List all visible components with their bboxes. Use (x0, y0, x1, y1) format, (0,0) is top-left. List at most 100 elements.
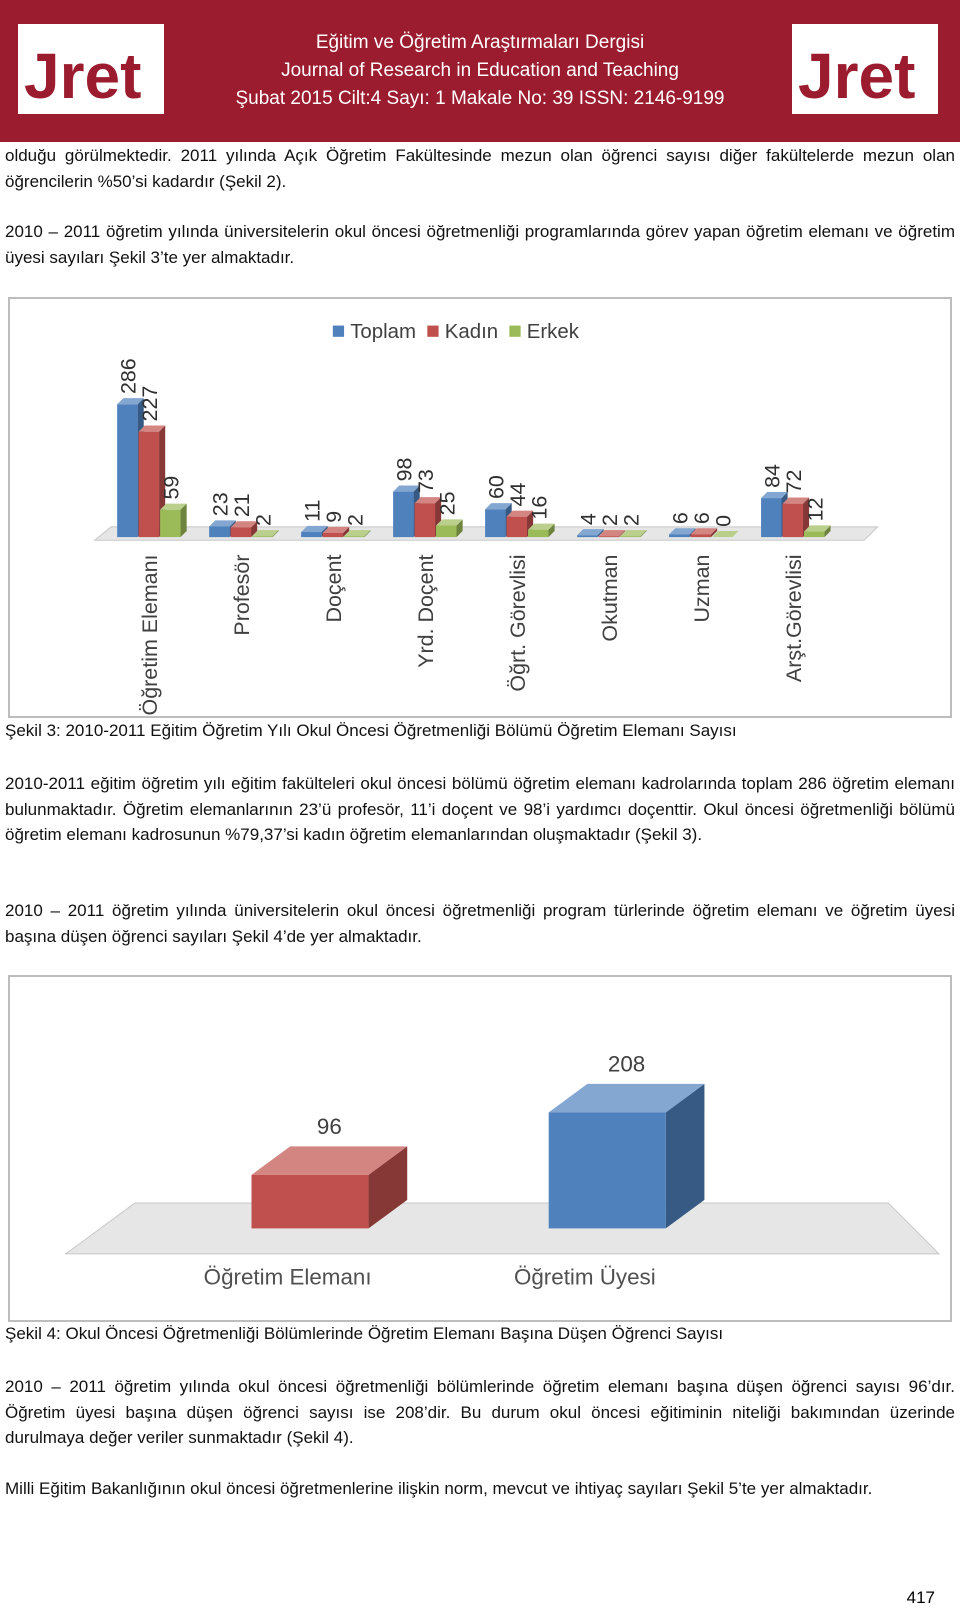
bar-side (802, 497, 810, 538)
bar-front (230, 527, 252, 538)
logo-text: Jret (24, 40, 141, 112)
journal-title-en: Journal of Research in Education and Tea… (281, 60, 679, 81)
bar-front (690, 534, 711, 538)
bar-front (803, 531, 825, 538)
bar-front (436, 525, 457, 538)
legend-swatch (509, 325, 521, 337)
legend-label: Kadın (445, 320, 498, 343)
bar-front (669, 534, 690, 538)
bar-top (598, 530, 626, 537)
bar-side (180, 503, 187, 538)
bar-front (414, 503, 436, 538)
bar-side (368, 1146, 408, 1229)
bar-front (548, 1112, 666, 1229)
bar-top (414, 497, 442, 504)
bar-side (640, 530, 647, 538)
category-label: Uzman (690, 555, 714, 623)
value-label: 44 (506, 483, 530, 507)
value-label: 11 (301, 500, 325, 522)
journal-title: Eğitim ve Öğretim Araştırmaları Dergisi (315, 32, 645, 53)
value-label: 12 (803, 497, 827, 521)
bar-top (344, 530, 371, 537)
bar-top (251, 1146, 408, 1175)
value-label: 84 (760, 464, 784, 488)
value-label: 59 (159, 476, 183, 500)
bar-side (251, 521, 258, 538)
header: Jret Jret Eğitim ve Öğretim Araştırmalar… (0, 0, 960, 142)
logo: Jret (792, 24, 938, 114)
bar-top (301, 525, 328, 533)
value-label: 2 (598, 514, 622, 526)
bar (598, 530, 626, 538)
bar (548, 1083, 705, 1229)
bar-top (506, 510, 534, 517)
bar (803, 525, 831, 538)
value-label: 96 (317, 1114, 342, 1139)
bar (344, 530, 371, 538)
bar (322, 526, 350, 538)
bar-side (665, 1083, 705, 1229)
bar (436, 519, 463, 538)
paragraph: 2010 – 2011 öğretim yılında okul öncesi … (5, 1377, 955, 1448)
bar-front (528, 529, 549, 538)
bar (620, 530, 647, 538)
figure: Toplam Kadın Erkek 286 227 59 Öğretim Elemanı 2… (8, 297, 952, 718)
bar-front (160, 509, 181, 538)
value-label: 2 (619, 514, 643, 526)
issue-info: Şubat 2015 Cilt:4 Sayı: 1 Makale No: 39 … (235, 88, 725, 109)
bar-front (251, 1174, 369, 1229)
value-label: 73 (414, 469, 438, 493)
category-label: Yrd. Doçent (414, 554, 438, 667)
bar (506, 510, 534, 538)
value-label: 60 (485, 475, 509, 499)
bar (393, 485, 420, 538)
bar-side (548, 523, 555, 538)
bar-side (456, 519, 463, 538)
value-label: 23 (209, 492, 233, 516)
bar-top (620, 530, 647, 537)
bar-side (343, 526, 350, 538)
bar-side (824, 525, 831, 538)
value-label: 72 (782, 470, 806, 494)
bar-top (252, 530, 279, 537)
bar-top (803, 525, 831, 532)
bar-top (669, 528, 696, 535)
bar-top (322, 526, 350, 533)
bar-top (393, 485, 420, 492)
bar-top (712, 531, 739, 538)
bar-front (252, 536, 273, 538)
bar-top (138, 425, 166, 432)
legend-swatch (427, 325, 439, 337)
bar-top (117, 398, 144, 405)
caption: Şekil 3: 2010-2011 Eğitim Öğretim Yılı O… (5, 721, 737, 740)
bar-side (619, 530, 626, 538)
bar-top (160, 503, 187, 510)
value-label: 9 (322, 511, 346, 523)
value-label: 16 (527, 496, 551, 520)
bar-front (782, 503, 803, 538)
bar-top (230, 521, 258, 528)
category-label: Doçent (322, 554, 346, 622)
bar-front (344, 536, 365, 538)
bar-front (620, 536, 641, 538)
bar (782, 497, 810, 538)
bar-top (761, 491, 788, 499)
bar-front (301, 532, 322, 538)
paragraph: Milli Eğitim Bakanlığının okul öncesi öğ… (5, 1479, 873, 1498)
paragraph: olduğu görülmektedir. 2011 yılında Açık … (5, 146, 955, 191)
bar-front (485, 509, 506, 538)
paragraph: 2010 – 2011 öğretim yılında üniversitele… (5, 222, 955, 267)
value-label: 4 (576, 513, 600, 525)
category-label: Öğretim Elemanı (204, 1264, 372, 1289)
value-label: 98 (393, 458, 417, 482)
bar-front (322, 532, 344, 538)
bar (160, 503, 187, 538)
chart: 96 Öğretim Elemanı 208 Öğretim Üyesi (64, 1052, 941, 1289)
bar-top (782, 497, 810, 504)
paragraph: 2010-2011 eğitim öğretim yılı eğitim fak… (5, 774, 955, 845)
legend-label: Erkek (527, 320, 580, 343)
bar-front (577, 535, 598, 538)
bar (577, 529, 604, 538)
